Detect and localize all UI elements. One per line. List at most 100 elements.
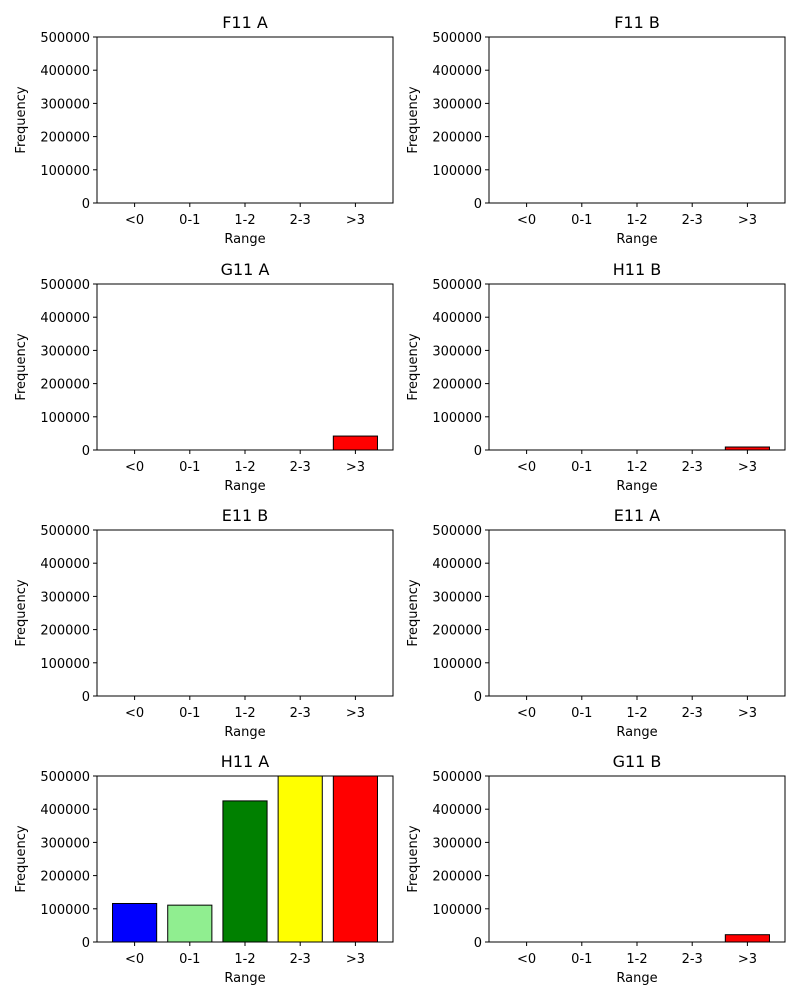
axes-frame	[96, 775, 394, 943]
axes-frame	[96, 529, 394, 697]
y-tick-label: 200000	[432, 624, 482, 639]
y-tick-label: 400000	[40, 64, 90, 79]
y-tick-label: 0	[474, 936, 482, 951]
y-tick-label: 500000	[432, 524, 482, 539]
y-tick-label: 100000	[40, 411, 90, 426]
x-axis-label: Range	[616, 725, 657, 740]
y-tick-label: 400000	[432, 311, 482, 326]
y-tick-label: 100000	[40, 657, 90, 672]
y-axis-label: Frequency	[406, 579, 421, 646]
y-tick-label: 200000	[40, 131, 90, 146]
bar-2	[222, 800, 268, 943]
y-tick-label: 200000	[40, 378, 90, 393]
x-tick-label: <0	[517, 706, 536, 721]
x-tick-label: 0-1	[571, 706, 592, 721]
bar-0	[112, 902, 158, 943]
x-tick-label: <0	[125, 213, 144, 228]
chart-title: G11 A	[221, 260, 270, 279]
y-tick-label: 200000	[432, 131, 482, 146]
axes-frame	[96, 36, 394, 204]
chart-title: F11 B	[614, 13, 660, 32]
y-tick-label: 500000	[40, 31, 90, 46]
x-tick-label: 2-3	[682, 952, 703, 967]
x-tick-label: 0-1	[179, 460, 200, 475]
bar-4	[332, 775, 378, 943]
x-tick-label: >3	[738, 706, 757, 721]
y-tick-label: 500000	[432, 278, 482, 293]
y-tick-label: 200000	[40, 870, 90, 885]
x-tick-label: 1-2	[626, 460, 647, 475]
x-tick-label: <0	[125, 952, 144, 967]
y-tick-label: 300000	[40, 344, 90, 359]
y-axis-label: Frequency	[406, 333, 421, 400]
y-tick-label: 500000	[432, 31, 482, 46]
y-tick-label: 200000	[40, 624, 90, 639]
y-tick-label: 500000	[40, 524, 90, 539]
y-tick-label: 300000	[432, 836, 482, 851]
x-tick-label: 1-2	[234, 952, 255, 967]
y-tick-label: 400000	[40, 557, 90, 572]
y-tick-label: 100000	[40, 903, 90, 918]
y-tick-label: 0	[82, 936, 90, 951]
x-tick-label: <0	[125, 460, 144, 475]
y-tick-label: 500000	[40, 770, 90, 785]
axes-frame	[488, 36, 786, 204]
x-tick-label: 2-3	[290, 706, 311, 721]
bar-1	[167, 904, 213, 943]
chart-title: H11 A	[221, 752, 269, 771]
x-axis-label: Range	[224, 232, 265, 247]
x-tick-label: <0	[517, 213, 536, 228]
subplot-4: H11 B <0 0-1 1-2 2-3 >3 0 100000 200000 300000 400…	[406, 260, 786, 494]
y-axis-label: Frequency	[14, 579, 29, 646]
axes-frame	[488, 775, 786, 943]
x-axis-label: Range	[224, 479, 265, 494]
x-tick-label: <0	[517, 952, 536, 967]
bar-4	[332, 435, 378, 451]
x-tick-label: >3	[738, 213, 757, 228]
x-tick-label: 2-3	[682, 213, 703, 228]
y-tick-label: 400000	[432, 803, 482, 818]
x-axis-label: Range	[616, 479, 657, 494]
axes-frame	[488, 283, 786, 451]
y-axis-label: Frequency	[14, 825, 29, 892]
x-tick-label: 1-2	[234, 706, 255, 721]
x-tick-label: 0-1	[571, 460, 592, 475]
y-tick-label: 200000	[432, 378, 482, 393]
x-tick-label: >3	[346, 460, 365, 475]
x-axis-label: Range	[616, 971, 657, 986]
x-tick-label: >3	[738, 952, 757, 967]
subplot-5: E11 B <0 0-1 1-2 2-3 >3 0 100000 200000 300000 400…	[14, 506, 394, 740]
subplot-7: H11 A <0 0-1 1-2 2-3 >3 0 100000 200000 300000 400…	[14, 752, 394, 986]
y-tick-label: 500000	[432, 770, 482, 785]
axes-frame	[96, 283, 394, 451]
x-axis-label: Range	[616, 232, 657, 247]
chart-title: G11 B	[613, 752, 662, 771]
axes-frame	[488, 529, 786, 697]
x-tick-label: >3	[738, 460, 757, 475]
y-tick-label: 300000	[40, 97, 90, 112]
y-axis-label: Frequency	[14, 333, 29, 400]
y-axis-label: Frequency	[14, 86, 29, 153]
x-axis-label: Range	[224, 725, 265, 740]
y-tick-label: 100000	[432, 164, 482, 179]
x-tick-label: 2-3	[290, 213, 311, 228]
y-tick-label: 400000	[432, 64, 482, 79]
chart-title: E11 A	[614, 506, 661, 525]
subplot-2: F11 B <0 0-1 1-2 2-3 >3 0 100000 200000 300000 400…	[406, 13, 786, 247]
y-tick-label: 300000	[432, 97, 482, 112]
x-tick-label: 2-3	[290, 460, 311, 475]
y-axis-label: Frequency	[406, 825, 421, 892]
x-axis-label: Range	[224, 971, 265, 986]
x-tick-label: 1-2	[626, 952, 647, 967]
y-tick-label: 100000	[432, 657, 482, 672]
chart-title: E11 B	[222, 506, 269, 525]
chart-title: F11 A	[222, 13, 268, 32]
bar-3	[277, 775, 323, 943]
subplot-6: E11 A <0 0-1 1-2 2-3 >3 0 100000 200000 300000 400…	[406, 506, 786, 740]
subplot-8: G11 B <0 0-1 1-2 2-3 >3 0 100000 200000 300000 400…	[406, 752, 786, 986]
x-tick-label: 0-1	[571, 213, 592, 228]
x-tick-label: 1-2	[626, 706, 647, 721]
y-tick-label: 300000	[40, 590, 90, 605]
y-tick-label: 100000	[432, 411, 482, 426]
